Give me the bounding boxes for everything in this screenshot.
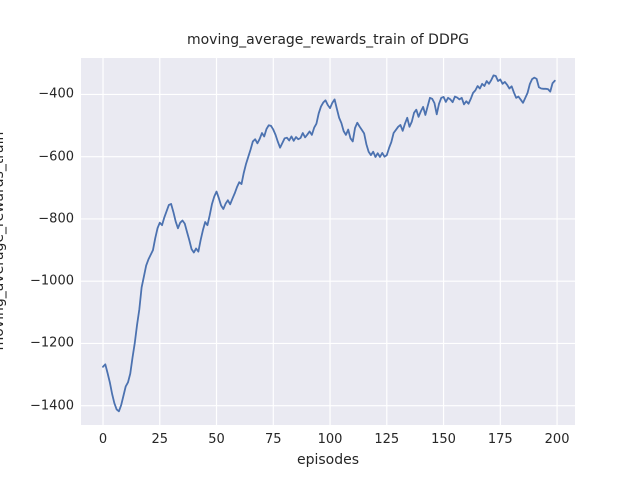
x-tick-label: 175 (487, 432, 513, 447)
x-tick-label: 100 (317, 432, 343, 447)
y-tick-label: −1000 (30, 273, 74, 289)
y-tick-label: −800 (38, 211, 74, 227)
x-tick-label: 25 (151, 432, 169, 447)
y-tick-label: −400 (38, 86, 74, 102)
chart-canvas (81, 58, 575, 425)
y-tick-label: −600 (38, 149, 74, 165)
x-tick-label: 0 (98, 432, 108, 447)
chart-title: moving_average_rewards_train of DDPG (186, 32, 470, 48)
x-tick-label: 200 (544, 432, 570, 447)
x-tick-label: 50 (208, 432, 225, 447)
line-series (102, 74, 556, 413)
x-tick-label: 125 (374, 432, 400, 447)
x-tick-label: 75 (265, 432, 282, 447)
plot-area (81, 58, 575, 425)
y-tick-label: −1200 (30, 335, 74, 351)
y-axis-label: moving_average_rewards_train (0, 131, 7, 351)
y-tick-label: −1400 (30, 398, 74, 414)
x-tick-label: 150 (431, 432, 456, 447)
x-axis-label: episodes (296, 452, 360, 468)
